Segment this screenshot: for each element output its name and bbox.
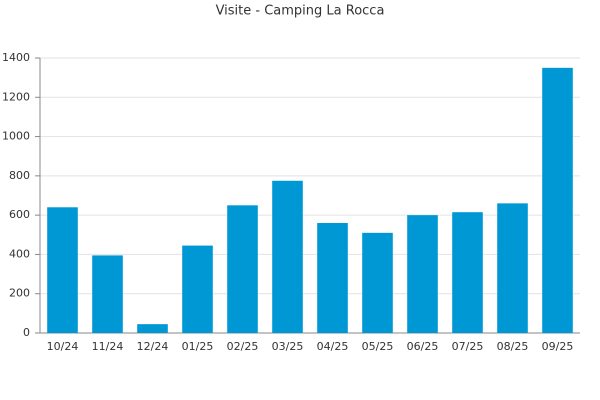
y-tick-label: 0 [23, 326, 30, 339]
bar [272, 180, 303, 333]
bar [317, 223, 348, 333]
x-tick-label: 07/25 [452, 340, 484, 353]
bar [542, 67, 573, 334]
x-tick-label: 04/25 [317, 340, 349, 353]
bar [47, 207, 78, 333]
x-tick-label: 11/24 [92, 340, 124, 353]
x-tick-label: 02/25 [227, 340, 259, 353]
x-tick-label: 10/24 [47, 340, 79, 353]
x-tick-label: 08/25 [497, 340, 529, 353]
x-tick-label: 12/24 [137, 340, 169, 353]
x-tick-label: 05/25 [362, 340, 394, 353]
bar [497, 203, 528, 333]
chart-title: Visite - Camping La Rocca [216, 4, 385, 19]
y-tick-label: 1200 [2, 90, 30, 103]
y-tick-label: 400 [9, 247, 30, 260]
y-tick-label: 600 [9, 208, 30, 221]
x-tick-label: 09/25 [542, 340, 574, 353]
x-tick-label: 06/25 [407, 340, 439, 353]
x-tick-label: 03/25 [272, 340, 304, 353]
bar [182, 245, 213, 333]
bar [407, 215, 438, 333]
y-tick-label: 1000 [2, 130, 30, 143]
bar [362, 232, 393, 333]
bar [452, 212, 483, 333]
y-tick-label: 200 [9, 287, 30, 300]
bar [92, 255, 123, 333]
y-tick-label: 800 [9, 169, 30, 182]
x-tick-label: 01/25 [182, 340, 214, 353]
bar [227, 205, 258, 333]
bar [137, 324, 168, 333]
y-tick-label: 1400 [2, 51, 30, 64]
